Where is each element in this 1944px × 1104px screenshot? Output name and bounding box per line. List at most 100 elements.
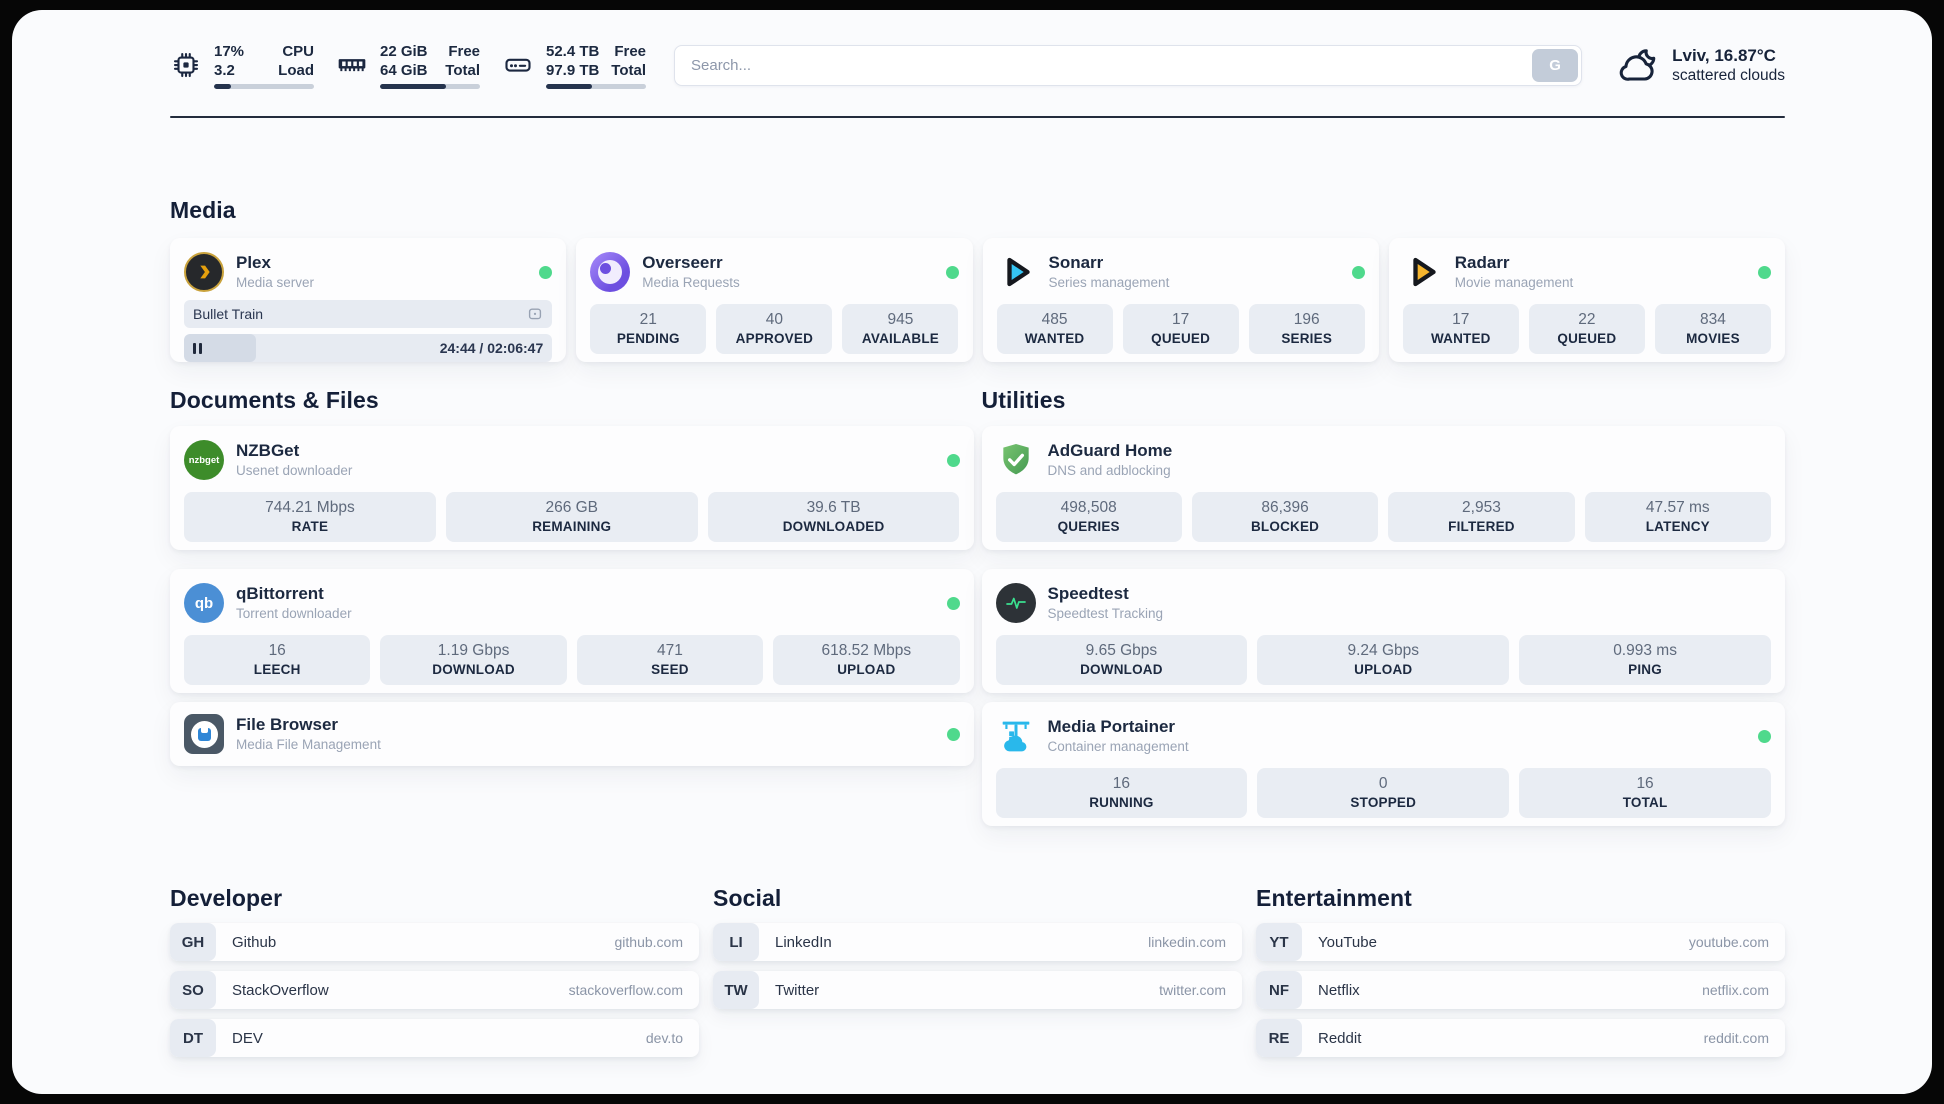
app-subtitle: Media File Management	[236, 737, 381, 752]
app-card-adguard[interactable]: AdGuard Home DNS and adblocking 498,508 Q…	[981, 426, 1785, 550]
bookmark-url: stackoverflow.com	[568, 982, 683, 998]
app-subtitle: Series management	[1048, 275, 1170, 290]
stat-box: 16 RUNNING	[995, 768, 1248, 818]
disk-progress-bar	[546, 83, 646, 89]
stat-box: 945 AVAILABLE	[842, 304, 959, 354]
app-name: AdGuard Home	[1047, 441, 1173, 460]
app-subtitle: Usenet downloader	[236, 463, 353, 478]
weather-condition: scattered clouds	[1672, 66, 1785, 84]
stat-box: 498,508 QUERIES	[995, 492, 1182, 542]
section-title-media: Media	[170, 197, 236, 223]
stat-box: 40 APPROVED	[716, 304, 833, 354]
app-card-filebrowser[interactable]: File Browser Media File Management	[170, 702, 974, 766]
bookmark-url: twitter.com	[1159, 982, 1226, 998]
bookmark-abbr: DT	[170, 1019, 216, 1057]
app-card-plex[interactable]: Plex Media server Bullet Train 24:44 / 0…	[170, 238, 567, 362]
section-title-developer: Developer	[170, 885, 283, 911]
bookmark-url: linkedin.com	[1148, 934, 1226, 950]
cpu-usage-value: 17%	[214, 42, 245, 60]
playback-progress-fill	[184, 334, 256, 362]
status-dot	[1758, 265, 1771, 279]
bookmark-dev[interactable]: DT DEV dev.to	[170, 1019, 699, 1057]
bookmark-github[interactable]: GH Github github.com	[170, 923, 699, 961]
app-card-qbittorrent[interactable]: qb qBittorrent Torrent downloader 16 LEEC…	[170, 569, 974, 693]
bookmark-name: DEV	[232, 1029, 263, 1047]
app-card-nzbget[interactable]: nzbget NZBGet Usenet downloader 744.21 M…	[170, 426, 974, 550]
stat-box: 266 GB REMAINING	[445, 492, 698, 542]
section-title-social: Social	[713, 885, 782, 911]
stat-box: 485 WANTED	[996, 304, 1113, 354]
app-name: Radarr	[1454, 253, 1510, 272]
app-card-radarr[interactable]: Radarr Movie management 17 WANTED 22 QUEUE…	[1388, 238, 1785, 362]
dashboard-window: 17% CPU 3.2 Load 22	[12, 10, 1932, 1094]
stat-box: 1.19 Gbps DOWNLOAD	[380, 635, 567, 685]
top-bar: 17% CPU 3.2 Load 22	[170, 36, 1785, 94]
adguard-icon	[996, 440, 1036, 480]
disk-icon	[502, 49, 534, 81]
bookmark-youtube[interactable]: YT YouTube youtube.com	[1256, 923, 1785, 961]
stat-box: 0.993 ms PING	[1519, 635, 1771, 685]
bookmark-netflix[interactable]: NF Netflix netflix.com	[1256, 971, 1785, 1009]
overseerr-icon	[590, 252, 631, 292]
bookmarks-developer: Developer GH Github github.com SO StackO…	[170, 884, 699, 1067]
stat-box: 21 PENDING	[590, 304, 707, 354]
status-dot	[1758, 729, 1771, 743]
stat-box: 744.21 Mbps RATE	[184, 492, 436, 542]
bookmark-abbr: RE	[1256, 1019, 1302, 1057]
stat-box: 39.6 TB DOWNLOADED	[707, 492, 960, 542]
app-card-portainer[interactable]: Media Portainer Container management 16 R…	[981, 702, 1785, 826]
ram-free-value: 22 GiB	[380, 42, 428, 60]
cast-icon[interactable]	[527, 306, 543, 322]
bookmark-url: reddit.com	[1703, 1030, 1769, 1046]
bookmark-stackoverflow[interactable]: SO StackOverflow stackoverflow.com	[170, 971, 699, 1009]
stat-box: 47.57 ms LATENCY	[1584, 492, 1771, 542]
app-card-sonarr[interactable]: Sonarr Series management 485 WANTED 17 QUE…	[982, 238, 1379, 362]
stat-box: 16 LEECH	[184, 635, 371, 685]
playback-time: 24:44 / 02:06:47	[439, 340, 544, 356]
app-name: qBittorrent	[236, 584, 324, 603]
cpu-load-label: Load	[278, 61, 314, 79]
weather-location-temp: Lviv, 16.87°C	[1672, 45, 1776, 65]
app-subtitle: Speedtest Tracking	[1047, 606, 1164, 621]
now-playing-row: Bullet Train	[184, 300, 553, 328]
app-card-overseerr[interactable]: Overseerr Media Requests 21 PENDING 40 APP…	[576, 238, 973, 362]
system-metrics: 17% CPU 3.2 Load 22	[170, 42, 646, 89]
bookmark-name: Twitter	[775, 981, 820, 999]
ram-metric: 22 GiB Free 64 GiB Total	[336, 42, 480, 89]
bookmark-abbr: GH	[170, 923, 216, 961]
bookmarks-entertainment: Entertainment YT YouTube youtube.com NF …	[1256, 884, 1785, 1067]
stat-box: 86,396 BLOCKED	[1191, 492, 1379, 542]
cpu-load-value: 3.2	[214, 61, 235, 79]
utilities-column: Utilities AdGuard Home DNS and adblockin…	[981, 386, 1785, 826]
section-title-documents: Documents & Files	[170, 387, 379, 413]
app-card-speedtest[interactable]: Speedtest Speedtest Tracking 9.65 Gbps DO…	[981, 569, 1785, 693]
speedtest-icon	[995, 583, 1036, 623]
status-dot	[539, 265, 553, 279]
search-input[interactable]	[674, 44, 1583, 86]
radarr-icon	[1403, 252, 1443, 292]
ram-progress-bar	[380, 83, 480, 89]
bookmark-linkedin[interactable]: LI LinkedIn linkedin.com	[713, 923, 1242, 961]
stat-box: 9.24 Gbps UPLOAD	[1257, 635, 1510, 685]
portainer-icon	[996, 716, 1036, 756]
disk-total-label: Total	[611, 61, 646, 79]
playback-progress-row[interactable]: 24:44 / 02:06:47	[184, 334, 553, 362]
bookmark-twitter[interactable]: TW Twitter twitter.com	[713, 971, 1242, 1009]
pause-icon[interactable]	[193, 342, 202, 354]
weather-widget: Lviv, 16.87°C scattered clouds	[1616, 42, 1785, 88]
media-grid: Plex Media server Bullet Train 24:44 / 0…	[170, 238, 1785, 362]
app-name: File Browser	[236, 715, 339, 734]
app-subtitle: Movie management	[1454, 275, 1574, 290]
bookmark-url: github.com	[614, 934, 683, 950]
app-name: Media Portainer	[1047, 717, 1176, 736]
app-subtitle: Container management	[1047, 739, 1189, 754]
search-engine-button[interactable]: G	[1532, 48, 1579, 82]
ram-free-label: Free	[448, 42, 480, 60]
bookmark-abbr: YT	[1256, 923, 1302, 961]
bookmark-reddit[interactable]: RE Reddit reddit.com	[1256, 1019, 1785, 1057]
bookmark-name: LinkedIn	[775, 933, 832, 951]
stat-box: 196 SERIES	[1248, 304, 1365, 354]
app-subtitle: DNS and adblocking	[1047, 463, 1171, 478]
disk-metric: 52.4 TB Free 97.9 TB Total	[502, 42, 646, 89]
stat-box: 17 WANTED	[1402, 304, 1519, 354]
